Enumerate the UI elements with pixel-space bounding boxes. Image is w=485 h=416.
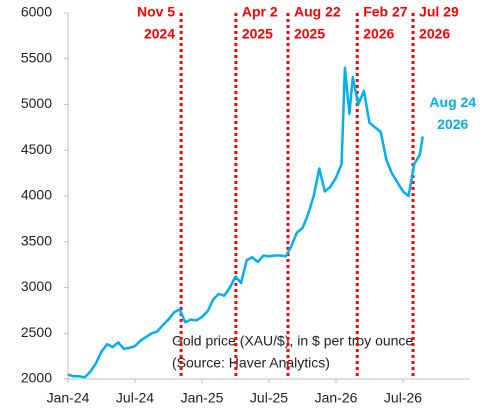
event-label: 2025 bbox=[294, 26, 325, 42]
y-tick-label: 5500 bbox=[21, 49, 52, 65]
note: (Source: Haver Analytics) bbox=[172, 355, 330, 371]
x-tick-label: Jan-25 bbox=[181, 390, 224, 406]
y-tick-label: 4000 bbox=[21, 187, 52, 203]
x-tick-label: Jul-24 bbox=[116, 390, 154, 406]
note: Gold price (XAU/$), in $ per troy ounce bbox=[172, 333, 413, 349]
y-tick-label: 6000 bbox=[21, 4, 52, 20]
y-tick-label: 2500 bbox=[21, 324, 52, 340]
y-tick-label: 4500 bbox=[21, 141, 52, 157]
end-label: 2026 bbox=[437, 116, 468, 132]
event-label: 2026 bbox=[363, 26, 394, 42]
y-tick-label: 5000 bbox=[21, 95, 52, 111]
event-label: 2026 bbox=[419, 26, 450, 42]
y-tick-label: 2000 bbox=[21, 370, 52, 386]
event-label: Feb 27 bbox=[363, 4, 408, 20]
x-tick-label: Jan-26 bbox=[315, 390, 358, 406]
event-label: Nov 5 bbox=[137, 4, 175, 20]
event-label: 2024 bbox=[144, 26, 175, 42]
event-label: Jul 29 bbox=[419, 4, 459, 20]
y-tick-label: 3500 bbox=[21, 232, 52, 248]
price-line bbox=[67, 66, 425, 379]
end-label: Aug 24 bbox=[429, 94, 476, 110]
x-tick-label: Jul-25 bbox=[250, 390, 288, 406]
event-label: Apr 2 bbox=[242, 4, 278, 20]
event-label: Aug 22 bbox=[294, 4, 341, 20]
y-tick-label: 3000 bbox=[21, 278, 52, 294]
x-tick-label: Jul-26 bbox=[384, 390, 422, 406]
x-tick-label: Jan-24 bbox=[47, 390, 90, 406]
event-label: 2025 bbox=[242, 26, 273, 42]
